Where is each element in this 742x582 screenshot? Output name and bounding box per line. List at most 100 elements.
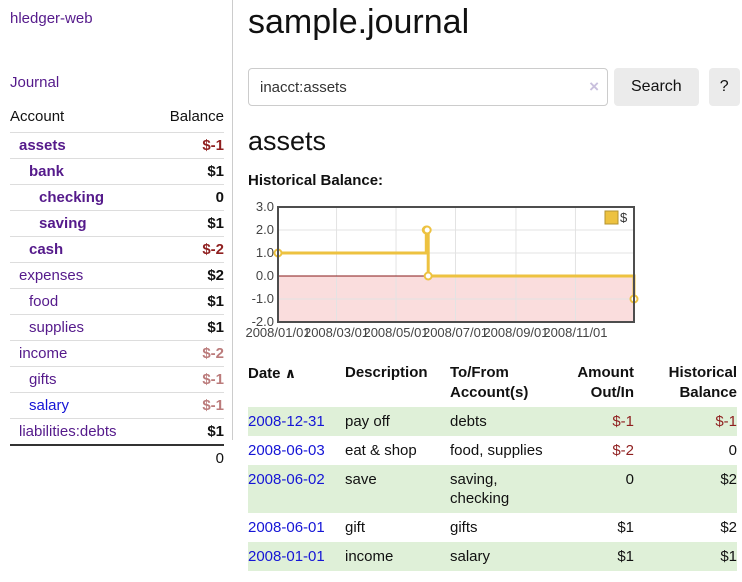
account-row: saving $1 [10, 210, 224, 237]
sidebar: hledger-web Journal Account Balance asse… [0, 0, 233, 471]
account-link-gifts[interactable]: gifts [29, 371, 57, 388]
transaction-description: pay off [345, 413, 390, 430]
transaction-date-link[interactable]: 2008-01-01 [248, 548, 325, 565]
page-title: sample.journal [248, 3, 470, 41]
x-axis-tick-label: 2008/07/01 [423, 325, 488, 340]
search-input[interactable] [248, 68, 608, 106]
register-header-date[interactable]: Date ∧ [248, 361, 345, 407]
account-name-cell: salary [10, 392, 152, 419]
account-balance: $2 [151, 262, 224, 289]
account-heading: assets [248, 126, 327, 156]
x-axis-tick-label: 2008/01/01 [245, 325, 310, 340]
transaction-balance: 0 [728, 442, 737, 459]
x-axis-tick-label: 2008/11/01 [543, 325, 607, 340]
account-link-liabilities-debts[interactable]: liabilities:debts [19, 423, 117, 440]
transaction-row: 2008-06-01 gift gifts $1 $2 [248, 513, 737, 542]
balance-chart-svg: $3.0 2.0 1.0 0.0 -1.0 -2.02008/01/012008/03/0… [245, 199, 639, 340]
accounts-body: assets $-1 bank $1 checking 0 saving $1 cash $-2 e… [10, 132, 224, 445]
y-axis-tick-label: -2.0 [252, 314, 274, 329]
register-header-description: Description [345, 364, 428, 381]
account-name-cell: checking [10, 184, 152, 211]
data-point-marker [422, 225, 432, 235]
account-row: liabilities:debts $1 [10, 418, 224, 445]
account-name-cell: income [10, 340, 152, 367]
account-link-saving[interactable]: saving [39, 215, 87, 232]
transaction-balance: $-1 [715, 413, 737, 430]
account-link-cash[interactable]: cash [29, 241, 64, 258]
legend-swatch [604, 210, 619, 225]
transaction-description: gift [345, 519, 366, 536]
account-balance: $-2 [151, 236, 224, 263]
account-link-bank[interactable]: bank [29, 163, 65, 180]
transaction-row: 2008-01-01 income salary $1 $1 [248, 542, 737, 571]
x-axis-tick-label: 2008/09/01 [483, 325, 548, 340]
transaction-date-link[interactable]: 2008-06-03 [248, 442, 325, 459]
accounts-header-account: Account [10, 108, 65, 125]
data-point-marker [423, 271, 433, 281]
account-name-cell: gifts [10, 366, 152, 393]
account-balance: 0 [151, 184, 224, 211]
account-balance: $1 [151, 158, 224, 185]
transaction-amount: $-1 [612, 413, 634, 430]
app-title-link[interactable]: hledger-web [10, 10, 93, 27]
sidebar-item-journal[interactable]: Journal [10, 74, 60, 91]
account-row: assets $-1 [10, 132, 224, 159]
transaction-accounts: food, supplies [450, 442, 543, 459]
account-row: salary $-1 [10, 392, 224, 419]
account-link-expenses[interactable]: expenses [19, 267, 84, 284]
sort-ascending-icon: ∧ [284, 365, 297, 381]
account-link-supplies[interactable]: supplies [29, 319, 85, 336]
account-balance: $1 [151, 314, 224, 341]
y-axis-tick-label: 3.0 [256, 199, 274, 214]
y-axis-tick-label: 0.0 [256, 268, 274, 283]
transaction-date-cell: 2008-06-03 [248, 436, 345, 465]
transaction-accounts: debts [450, 413, 487, 430]
account-balance: $-1 [151, 132, 224, 159]
transaction-description: income [345, 548, 394, 565]
accounts-total-spacer [10, 444, 152, 471]
transaction-date-link[interactable]: 2008-12-31 [248, 413, 325, 430]
account-balance: $-1 [151, 366, 224, 393]
account-row: bank $1 [10, 158, 224, 185]
register-body: 2008-12-31 pay off debts $-1 $-1 2008-06-03 ea… [248, 407, 737, 571]
transaction-row: 2008-06-03 eat & shop food, supplies $-2 0 [248, 436, 737, 465]
help-button[interactable]: ? [708, 68, 740, 106]
transaction-accounts: gifts [450, 519, 478, 536]
account-link-salary[interactable]: salary [29, 397, 70, 414]
transaction-amount: $-2 [612, 442, 634, 459]
historical-balance-chart: $3.0 2.0 1.0 0.0 -1.0 -2.0 2008/01/01 2008/03/0… [245, 199, 742, 342]
account-link-assets[interactable]: assets [19, 137, 66, 154]
account-name-cell: cash [10, 236, 152, 263]
accounts-table: Account Balance assets $-1 bank $1 checking 0… [10, 106, 224, 471]
date-header-label: Date [248, 365, 281, 382]
accounts-total-row: 0 [10, 444, 224, 471]
account-link-income[interactable]: income [19, 345, 68, 362]
account-balance: $1 [151, 288, 224, 315]
transaction-balance: $2 [720, 519, 737, 536]
account-row: gifts $-1 [10, 366, 224, 393]
account-name-cell: supplies [10, 314, 152, 341]
plot-border [277, 206, 635, 323]
transaction-date-link[interactable]: 2008-06-01 [248, 519, 325, 536]
account-link-food[interactable]: food [29, 293, 59, 310]
account-name-cell: bank [10, 158, 152, 185]
chart-title: Historical Balance: [248, 172, 384, 189]
transaction-balance: $1 [720, 548, 737, 565]
search-button[interactable]: Search [614, 68, 699, 106]
account-name-cell: food [10, 288, 152, 315]
transaction-accounts: saving, checking [450, 471, 510, 507]
account-row: checking 0 [10, 184, 224, 211]
account-balance: $1 [151, 418, 224, 445]
register-header-amount: Amount Out/In [577, 364, 634, 401]
account-link-checking[interactable]: checking [39, 189, 105, 206]
accounts-header-balance: Balance [169, 108, 224, 125]
transaction-date-cell: 2008-06-02 [248, 465, 345, 513]
clear-search-icon[interactable]: × [589, 77, 599, 96]
transaction-date-cell: 2008-06-01 [248, 513, 345, 542]
transaction-amount: $1 [617, 548, 634, 565]
transaction-amount: 0 [625, 471, 634, 488]
account-name-cell: saving [10, 210, 152, 237]
transaction-date-link[interactable]: 2008-06-02 [248, 471, 325, 488]
transaction-description: eat & shop [345, 442, 417, 459]
main-panel: sample.journal × Search ? assets Histori… [233, 0, 742, 571]
